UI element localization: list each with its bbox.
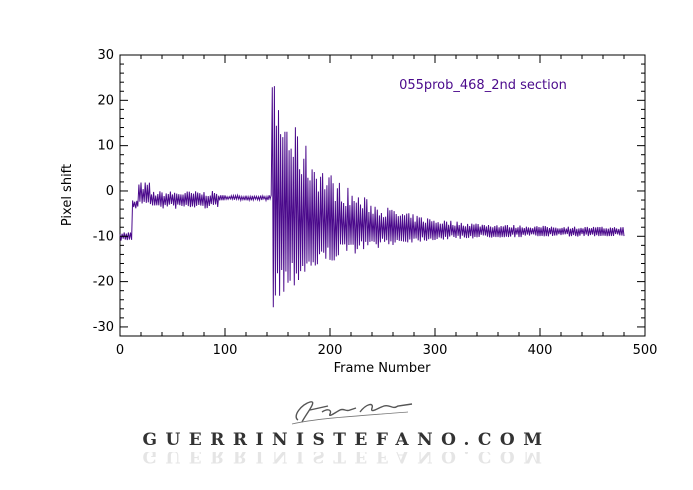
x-axis: 0 100 200 300 400 500 bbox=[116, 55, 658, 358]
x-tick-label: 100 bbox=[213, 343, 238, 358]
x-tick-label: 300 bbox=[423, 343, 448, 358]
data-layer bbox=[119, 86, 625, 308]
x-tick-label: 200 bbox=[318, 343, 343, 358]
y-axis-label: Pixel shift bbox=[60, 164, 75, 226]
plot-border bbox=[119, 54, 646, 337]
plot-frame bbox=[119, 54, 646, 337]
y-tick-label: -20 bbox=[93, 275, 114, 290]
chart-annotation: 055prob_468_2nd section bbox=[399, 78, 567, 93]
y-axis: -30 -20 -10 0 10 20 30 bbox=[93, 48, 645, 335]
signature bbox=[291, 401, 413, 425]
watermark-reflection: GUERRINISTEFANO.COM bbox=[142, 452, 551, 466]
y-tick-label: 30 bbox=[97, 48, 114, 63]
y-tick-label: 0 bbox=[106, 184, 114, 199]
watermark-text: GUERRINISTEFANO.COM bbox=[142, 430, 551, 450]
x-tick-label: 0 bbox=[116, 343, 124, 358]
y-tick-label: 10 bbox=[97, 139, 114, 154]
x-tick-label: 400 bbox=[528, 343, 553, 358]
x-axis-label: Frame Number bbox=[334, 361, 432, 376]
y-tick-label: -30 bbox=[93, 320, 114, 335]
y-tick-label: 20 bbox=[97, 93, 114, 108]
x-tick-label: 500 bbox=[633, 343, 658, 358]
y-tick-label: -10 bbox=[93, 229, 114, 244]
series-line bbox=[119, 86, 625, 308]
